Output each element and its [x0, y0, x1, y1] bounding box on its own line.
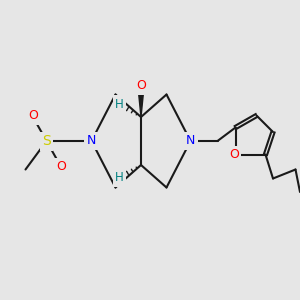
Text: O: O	[136, 79, 146, 92]
Polygon shape	[138, 87, 144, 117]
Text: H: H	[115, 98, 124, 111]
Text: O: O	[28, 109, 38, 122]
Text: H: H	[115, 171, 124, 184]
Text: O: O	[57, 160, 66, 173]
Text: N: N	[87, 134, 96, 148]
Text: O: O	[229, 148, 239, 161]
Text: S: S	[42, 134, 51, 148]
Text: N: N	[186, 134, 195, 148]
